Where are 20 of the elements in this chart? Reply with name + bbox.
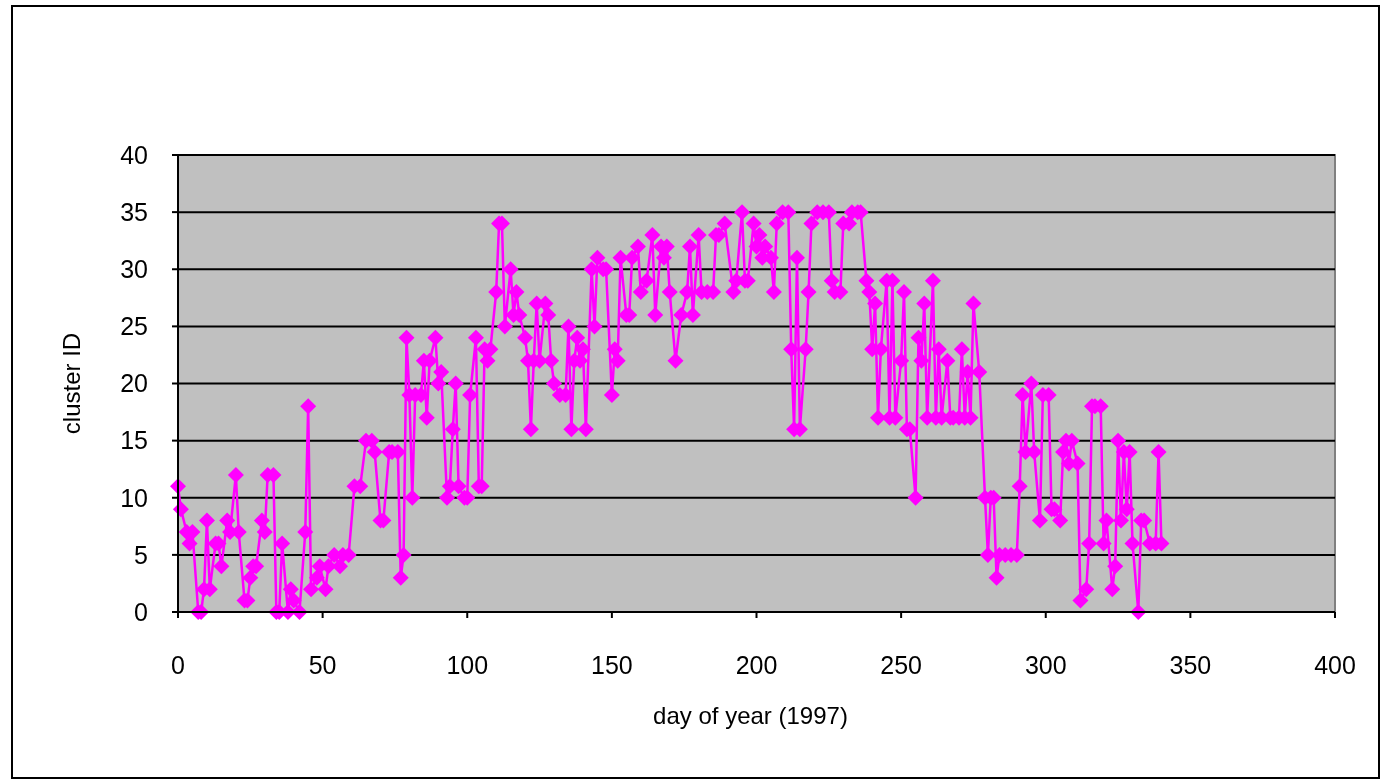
- x-tick-label: 0: [171, 651, 185, 679]
- x-tick-label: 200: [735, 651, 778, 679]
- x-tick-label: 350: [1169, 651, 1212, 679]
- x-tick-label: 100: [446, 651, 489, 679]
- y-tick-label: 0: [134, 597, 148, 626]
- x-tick-label: 250: [880, 651, 922, 679]
- y-tick-label: 10: [120, 483, 148, 512]
- y-tick-label: 30: [120, 255, 148, 283]
- x-tick-label: 50: [308, 651, 337, 679]
- y-tick-label: 25: [120, 312, 148, 341]
- y-tick-label: 15: [120, 426, 148, 455]
- x-tick-label: 150: [591, 651, 633, 679]
- y-tick-label: 35: [120, 197, 148, 226]
- x-axis-title: day of year (1997): [653, 702, 848, 729]
- x-tick-label: 300: [1024, 651, 1067, 679]
- x-tick-label: 400: [1314, 651, 1356, 679]
- y-tick-label: 5: [134, 540, 148, 569]
- y-tick-label: 20: [120, 369, 148, 398]
- y-axis-title: cluster ID: [58, 332, 85, 435]
- y-tick-label: 40: [120, 140, 148, 169]
